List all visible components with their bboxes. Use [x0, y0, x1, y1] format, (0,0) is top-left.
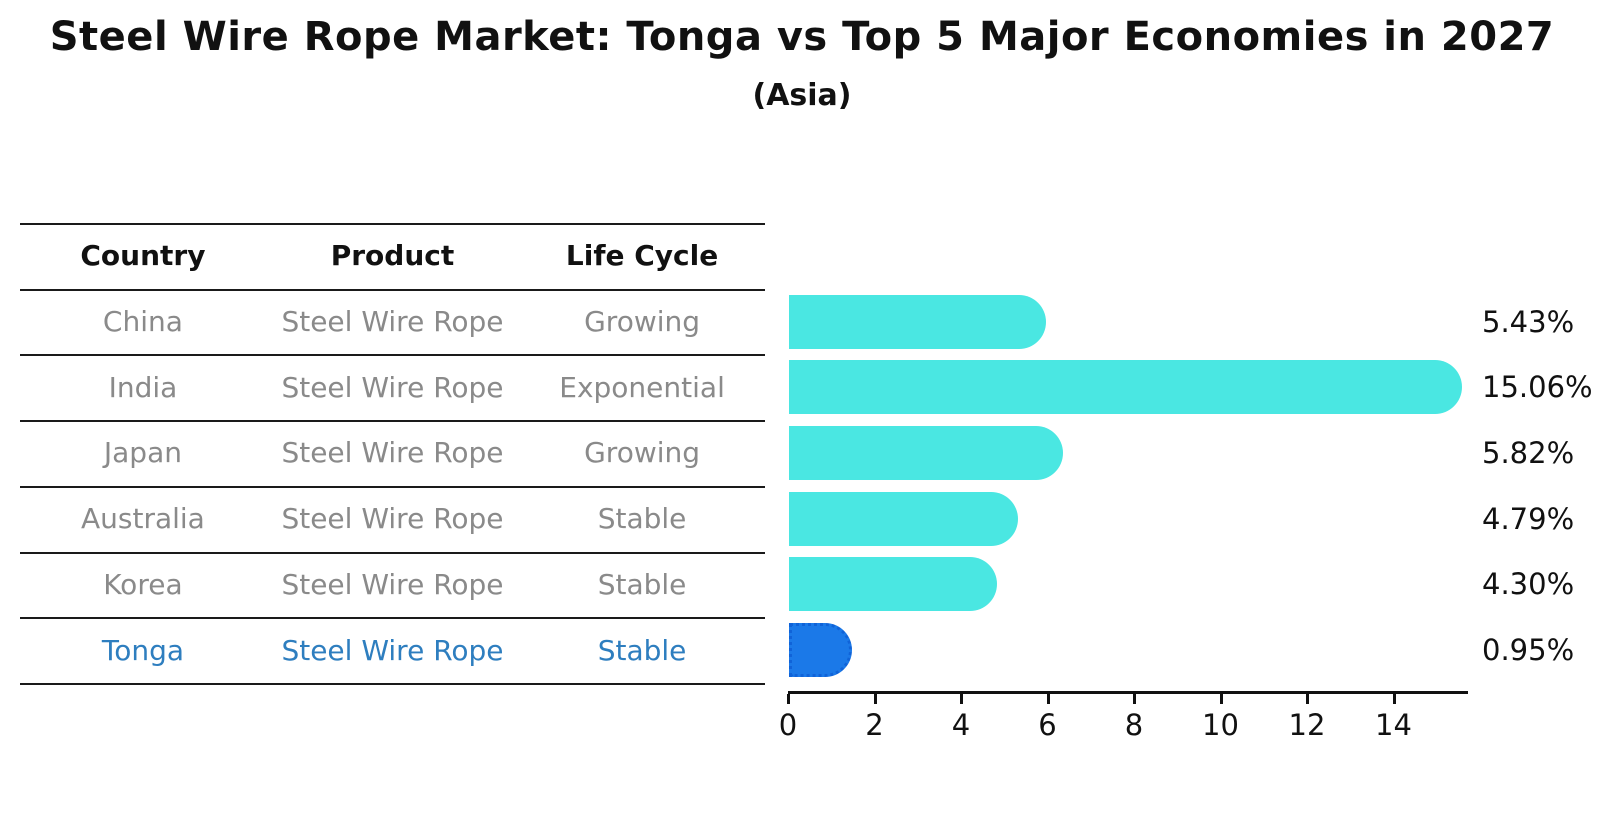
- bar-china: [789, 294, 1046, 349]
- table-rule-line: [20, 551, 765, 554]
- table-header-cell: Country: [80, 239, 206, 273]
- bar-value-label: 5.82%: [1482, 436, 1575, 470]
- bar-value-label: 4.79%: [1482, 501, 1575, 536]
- table-cell: Steel Wire Rope: [281, 502, 504, 536]
- table-cell: China: [102, 305, 183, 339]
- bar-value-label: 5.43%: [1482, 304, 1575, 339]
- table-row: Korea Steel Wire Rope Stable: [20, 552, 765, 618]
- table-rule-line: [20, 288, 765, 291]
- bar-value-label: 4.30%: [1482, 567, 1575, 602]
- x-axis-tick: [960, 694, 963, 704]
- table-cell: Australia: [80, 502, 205, 536]
- table-cell: Korea: [103, 567, 183, 601]
- table-cell: Stable: [597, 633, 687, 667]
- chart-title: Steel Wire Rope Market: Tonga vs Top 5 M…: [49, 14, 1555, 60]
- table-header-row: Country Product Life Cycle: [20, 223, 765, 289]
- table-cell: Japan: [103, 436, 182, 470]
- x-axis-tick-label: 14: [1375, 708, 1412, 742]
- table-cell: Steel Wire Rope: [281, 370, 504, 404]
- bar-korea: [789, 557, 997, 612]
- x-axis-tick-label: 4: [951, 708, 971, 742]
- table-rule-line: [20, 223, 765, 225]
- table-row: Australia Steel Wire Rope Stable: [20, 486, 765, 552]
- x-axis-tick: [873, 694, 877, 704]
- table-header-cell: Product: [330, 239, 455, 273]
- table-row: China Steel Wire Rope Growing: [20, 289, 765, 355]
- table-cell: Exponential: [559, 370, 725, 404]
- bar-india: [789, 360, 1462, 415]
- table-cell: India: [108, 370, 178, 404]
- table-cell: Steel Wire Rope: [281, 633, 504, 667]
- x-axis-tick: [787, 694, 790, 704]
- x-axis-spine: [788, 691, 1468, 694]
- table-row: India Steel Wire Rope Exponential: [20, 354, 765, 420]
- table-header-cell: Life Cycle: [565, 239, 719, 273]
- table-cell: Tonga: [101, 633, 184, 667]
- table-rule-line: [20, 420, 765, 423]
- x-axis-tick-label: 6: [1038, 708, 1057, 742]
- table-cell: Growing: [584, 305, 701, 339]
- bar-tonga: [789, 623, 852, 678]
- bar-japan: [789, 426, 1063, 480]
- table-rule-line: [20, 682, 765, 685]
- chart-subtitle: (Asia): [752, 78, 852, 113]
- table-cell: Stable: [597, 567, 687, 601]
- table-row: Tonga Steel Wire Rope Stable: [20, 617, 765, 683]
- x-axis-tick-label: 12: [1288, 708, 1326, 742]
- x-axis-tick-label: 10: [1202, 708, 1239, 742]
- x-axis-tick: [1392, 694, 1396, 704]
- x-axis-tick: [1046, 694, 1050, 704]
- bar-value-label: 0.95%: [1482, 633, 1575, 668]
- table-rule-line: [20, 354, 765, 357]
- x-axis-tick: [1133, 694, 1136, 704]
- table-cell: Steel Wire Rope: [281, 305, 504, 339]
- bar-value-label: 15.06%: [1482, 370, 1593, 405]
- table-cell: Stable: [597, 502, 687, 536]
- table-cell: Steel Wire Rope: [281, 436, 504, 470]
- x-axis-tick-label: 8: [1124, 708, 1144, 742]
- x-axis-tick-label: 0: [778, 708, 798, 742]
- table-rule-line: [20, 485, 765, 488]
- table-rule-line: [20, 617, 765, 620]
- x-axis-tick: [1306, 694, 1309, 704]
- table-cell: Steel Wire Rope: [281, 567, 504, 601]
- x-axis-tick: [1219, 694, 1223, 704]
- x-axis-tick-label: 2: [865, 708, 884, 742]
- table-cell: Growing: [584, 436, 701, 470]
- table-row: Japan Steel Wire Rope Growing: [20, 420, 765, 486]
- bar-australia: [789, 491, 1018, 546]
